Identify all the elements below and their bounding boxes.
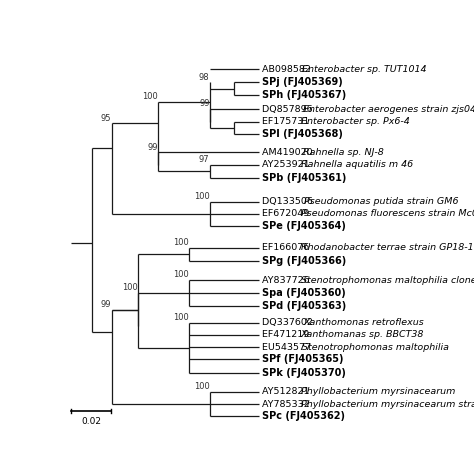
Text: 100: 100: [142, 92, 158, 101]
Text: Phyllobacterium myrsinacearum strain S: Phyllobacterium myrsinacearum strain S: [301, 400, 474, 409]
Text: SPj (FJ405369): SPj (FJ405369): [262, 77, 342, 87]
Text: Rahnella sp. NJ-8: Rahnella sp. NJ-8: [303, 148, 384, 157]
Text: Enterobacter sp. Px6-4: Enterobacter sp. Px6-4: [301, 117, 410, 126]
Text: SPd (FJ405363): SPd (FJ405363): [262, 301, 346, 310]
Text: AY253921: AY253921: [262, 160, 312, 169]
Text: Xanthomonas retroflexus: Xanthomonas retroflexus: [304, 318, 424, 327]
Text: Stenotrophomonas maltophilia clone B2.3.14: Stenotrophomonas maltophilia clone B2.3.…: [301, 276, 474, 285]
Text: EF672049: EF672049: [262, 210, 312, 219]
Text: 100: 100: [194, 382, 210, 391]
Text: EF166076: EF166076: [262, 243, 312, 252]
Text: 99: 99: [199, 100, 210, 109]
Text: Stenotrophomonas maltophilia: Stenotrophomonas maltophilia: [302, 343, 449, 352]
Text: 100: 100: [173, 313, 189, 322]
Text: 100: 100: [122, 283, 137, 292]
Text: SPc (FJ405362): SPc (FJ405362): [262, 411, 345, 421]
Text: AY512821: AY512821: [262, 387, 312, 396]
Text: 99: 99: [100, 301, 111, 310]
Text: SPg (FJ405366): SPg (FJ405366): [262, 256, 346, 266]
Text: 100: 100: [173, 270, 189, 279]
Text: AM419020: AM419020: [262, 148, 315, 157]
Text: 97: 97: [199, 155, 210, 164]
Text: 100: 100: [173, 238, 189, 247]
Text: Pseudomonas fluorescens strain Mc07: Pseudomonas fluorescens strain Mc07: [301, 210, 474, 219]
Text: SPh (FJ405367): SPh (FJ405367): [262, 91, 346, 100]
Text: 98: 98: [199, 73, 210, 82]
Text: DQ133506: DQ133506: [262, 197, 315, 206]
Text: SPk (FJ405370): SPk (FJ405370): [262, 367, 346, 378]
Text: Enterobacter sp. TUT1014: Enterobacter sp. TUT1014: [302, 64, 427, 73]
Text: AY837726: AY837726: [262, 276, 312, 285]
Text: Phyllobacterium myrsinacearum: Phyllobacterium myrsinacearum: [301, 387, 456, 396]
Text: Spa (FJ405360): Spa (FJ405360): [262, 288, 345, 298]
Text: SPl (FJ405368): SPl (FJ405368): [262, 129, 342, 139]
Text: Rhodanobacter terrae strain GP18-1: Rhodanobacter terrae strain GP18-1: [301, 243, 474, 252]
Text: SPb (FJ405361): SPb (FJ405361): [262, 173, 346, 183]
Text: Pseudomonas putida strain GM6: Pseudomonas putida strain GM6: [304, 197, 458, 206]
Text: Xanthomanas sp. BBCT38: Xanthomanas sp. BBCT38: [301, 330, 424, 339]
Text: AY785332: AY785332: [262, 400, 312, 409]
Text: Rahnella aquatilis m 46: Rahnella aquatilis m 46: [301, 160, 413, 169]
Text: AB098582: AB098582: [262, 64, 313, 73]
Text: EU543577: EU543577: [262, 343, 313, 352]
Text: 0.02: 0.02: [81, 417, 101, 426]
Text: 100: 100: [194, 192, 210, 201]
Text: DQ857896: DQ857896: [262, 105, 315, 114]
Text: 95: 95: [100, 114, 111, 123]
Text: 99: 99: [147, 143, 158, 152]
Text: DQ337602: DQ337602: [262, 318, 315, 327]
Text: Enterobacter aerogenes strain zjs04: Enterobacter aerogenes strain zjs04: [303, 105, 474, 114]
Text: SPe (FJ405364): SPe (FJ405364): [262, 221, 346, 231]
Text: SPf (FJ405365): SPf (FJ405365): [262, 355, 343, 365]
Text: EF175731: EF175731: [262, 117, 312, 126]
Text: EF471219: EF471219: [262, 330, 312, 339]
